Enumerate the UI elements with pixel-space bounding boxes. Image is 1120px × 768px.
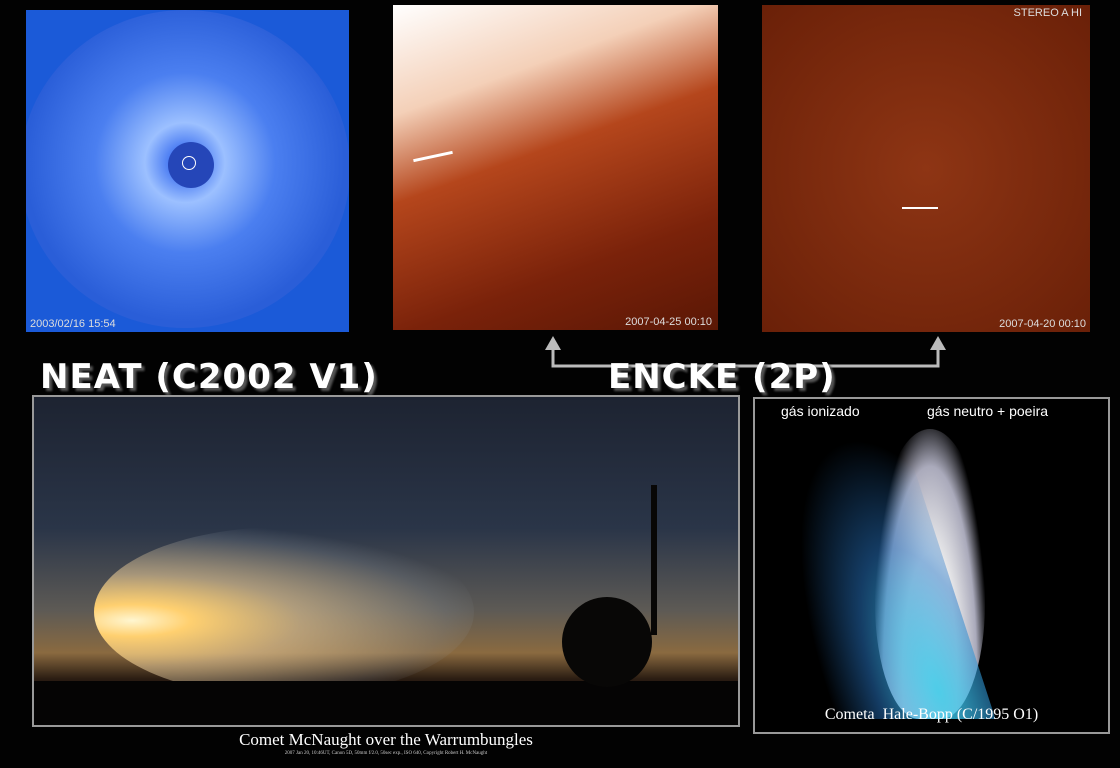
neat-label: NEAT (C2002 V1) xyxy=(40,357,378,397)
ion-label: gás ionizado xyxy=(781,403,860,419)
arrowhead xyxy=(930,336,946,350)
connector xyxy=(551,340,940,368)
timestamp: 2007-04-25 00:10 xyxy=(625,316,712,328)
arrowhead xyxy=(545,336,561,350)
horizon xyxy=(34,681,738,725)
instrument: STEREO A HI xyxy=(1013,7,1082,19)
encke-label: ENCKE (2P) xyxy=(608,357,836,397)
tree xyxy=(562,597,652,687)
timestamp: 2003/02/16 15:54 xyxy=(30,318,116,330)
hale-bopp-image: gás ionizado gás neutro + poeira Cometa … xyxy=(753,397,1110,734)
mcnaught-image xyxy=(32,395,740,727)
sun-marker xyxy=(182,156,196,170)
hale-bopp-caption: Cometa Hale-Bopp (C/1995 O1) xyxy=(824,706,1039,723)
comet-head xyxy=(94,527,474,697)
stereo-image-1: 2007-04-25 00:10 xyxy=(393,5,718,330)
stereo-image-2: STEREO A HI 2007-04-20 00:10 xyxy=(762,5,1090,332)
tree-stalk xyxy=(651,485,657,635)
mcnaught-caption: Comet McNaught over the Warrumbungles xyxy=(239,730,533,749)
dust-label: gás neutro + poeira xyxy=(927,403,1049,419)
comet-trail xyxy=(902,207,938,209)
soho-image: 2003/02/16 15:54 xyxy=(26,10,349,332)
timestamp: 2007-04-20 00:10 xyxy=(999,318,1086,330)
mcnaught-credit: 2007 Jan 20, 10:46UT, Canon 5D, 50mm f/2… xyxy=(284,751,488,756)
